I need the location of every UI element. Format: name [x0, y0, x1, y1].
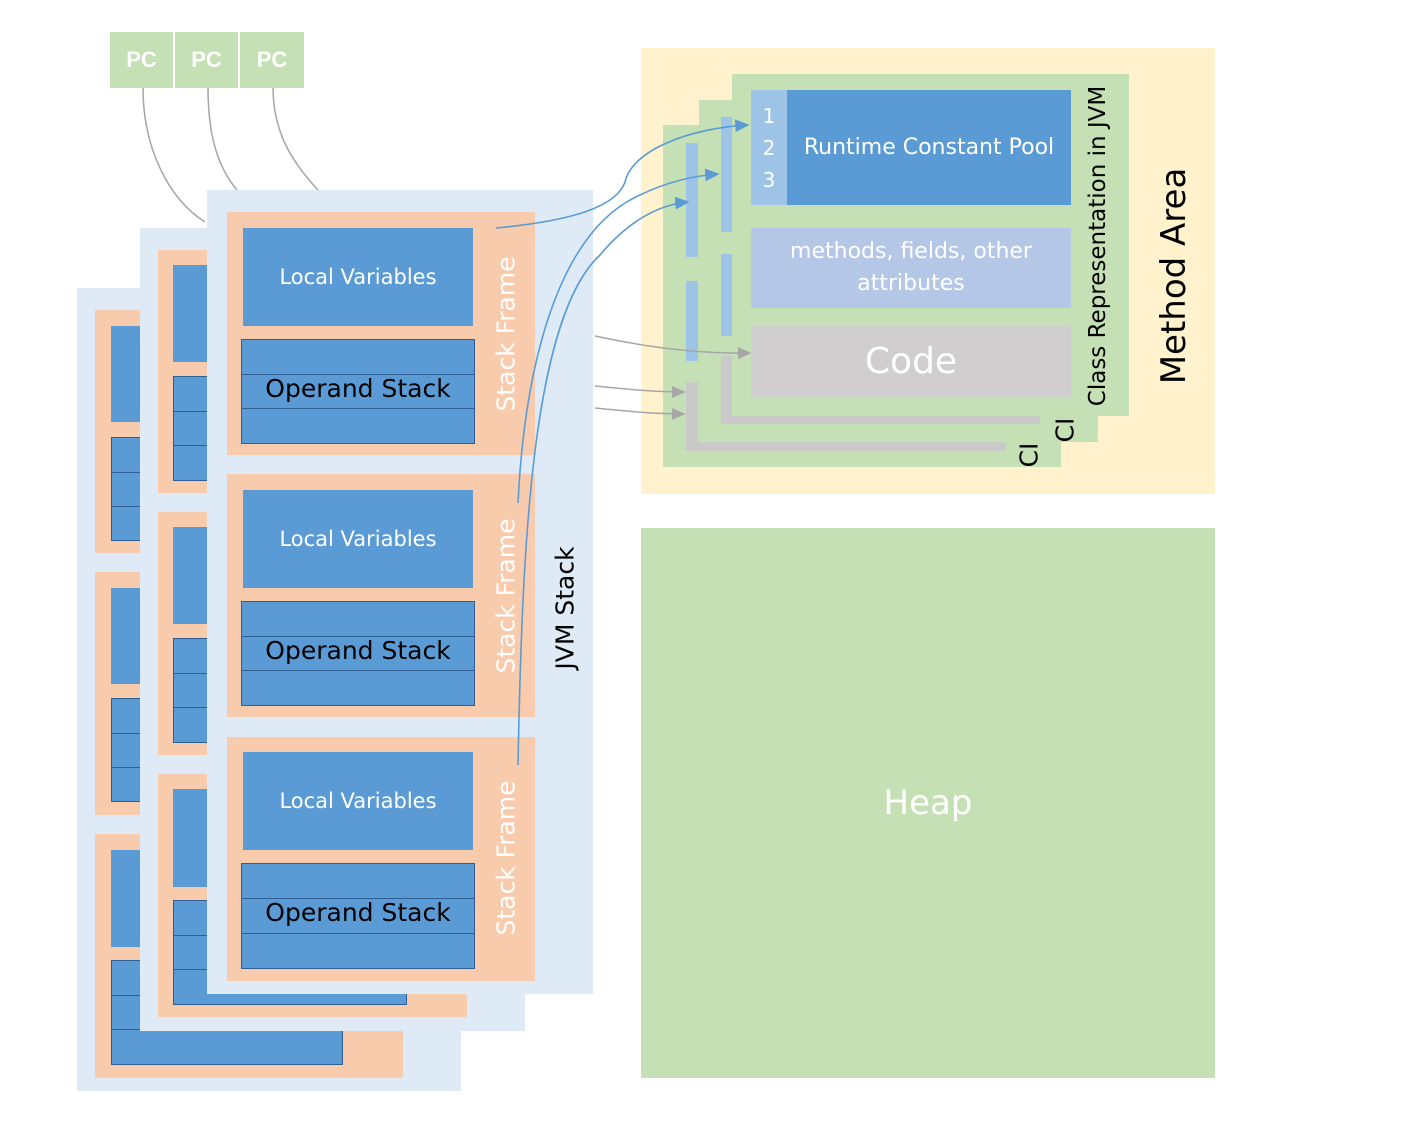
rcp-index-2: 2 — [762, 136, 776, 160]
local-variables-back-3 — [111, 850, 141, 947]
code-bar-back — [686, 382, 698, 450]
local-variables-label: Local Variables — [279, 789, 437, 813]
local-variables-3: Local Variables — [243, 752, 473, 850]
local-variables-middle-3 — [173, 789, 208, 887]
code-block: Code — [751, 326, 1071, 397]
pc-register-1: PC — [110, 32, 173, 88]
frame3-constant-pool-arrow — [517, 196, 690, 766]
methods-fields-attributes: methods, fields, other attributes — [751, 228, 1071, 308]
rcp-index-3: 3 — [762, 168, 776, 192]
rcp-index-middle — [721, 117, 732, 232]
code-base-back — [686, 442, 1006, 451]
pc-register-3: PC — [240, 32, 304, 88]
rcp-index-1: 1 — [762, 104, 776, 128]
operand-stack-2: Operand Stack — [241, 601, 475, 706]
runtime-constant-pool: Runtime Constant Pool — [787, 90, 1071, 205]
operand-stack-middle-1 — [173, 376, 208, 481]
code-label: Code — [864, 341, 958, 382]
code-base-middle — [721, 415, 1040, 424]
methods-bar-back — [686, 281, 698, 361]
stack-code-arrow-1 — [594, 335, 752, 360]
local-variables-back-2 — [111, 588, 141, 684]
pc-label: PC — [126, 47, 157, 72]
code-bar-middle — [721, 356, 732, 424]
frame2-constant-pool-arrow — [517, 168, 720, 504]
local-variables-middle-1 — [173, 265, 208, 362]
pc-label: PC — [191, 47, 222, 72]
operand-stack-1: Operand Stack — [241, 339, 475, 444]
operand-stack-label: Operand Stack — [265, 898, 451, 927]
local-variables-middle-2 — [173, 527, 208, 624]
local-variables-1: Local Variables — [243, 228, 473, 326]
methods-label: methods, fields, other attributes — [790, 239, 1032, 296]
local-variables-back-1 — [111, 326, 141, 422]
rcp-index-column: 1 2 3 — [751, 90, 787, 205]
pc-register-2: PC — [175, 32, 238, 88]
pc-connector-2 — [207, 87, 238, 191]
heap: Heap — [641, 528, 1215, 1078]
local-variables-label: Local Variables — [279, 527, 437, 551]
rcp-index-back — [686, 143, 698, 257]
heap-label: Heap — [883, 783, 973, 823]
methods-bar-middle — [721, 254, 732, 336]
runtime-constant-pool-label: Runtime Constant Pool — [803, 135, 1055, 160]
local-variables-label: Local Variables — [279, 265, 437, 289]
operand-stack-label: Operand Stack — [265, 374, 451, 403]
pc-label: PC — [256, 47, 288, 72]
operand-stack-label: Operand Stack — [265, 636, 451, 665]
operand-stack-middle-2 — [173, 638, 208, 743]
local-variables-2: Local Variables — [243, 490, 473, 588]
stack-code-arrow-3 — [594, 407, 686, 420]
pc-connector-1 — [142, 87, 206, 223]
operand-stack-3: Operand Stack — [241, 863, 475, 969]
pc-connector-3 — [272, 87, 319, 191]
frame1-constant-pool-arrow — [495, 119, 750, 229]
stack-code-arrow-2 — [594, 385, 686, 398]
